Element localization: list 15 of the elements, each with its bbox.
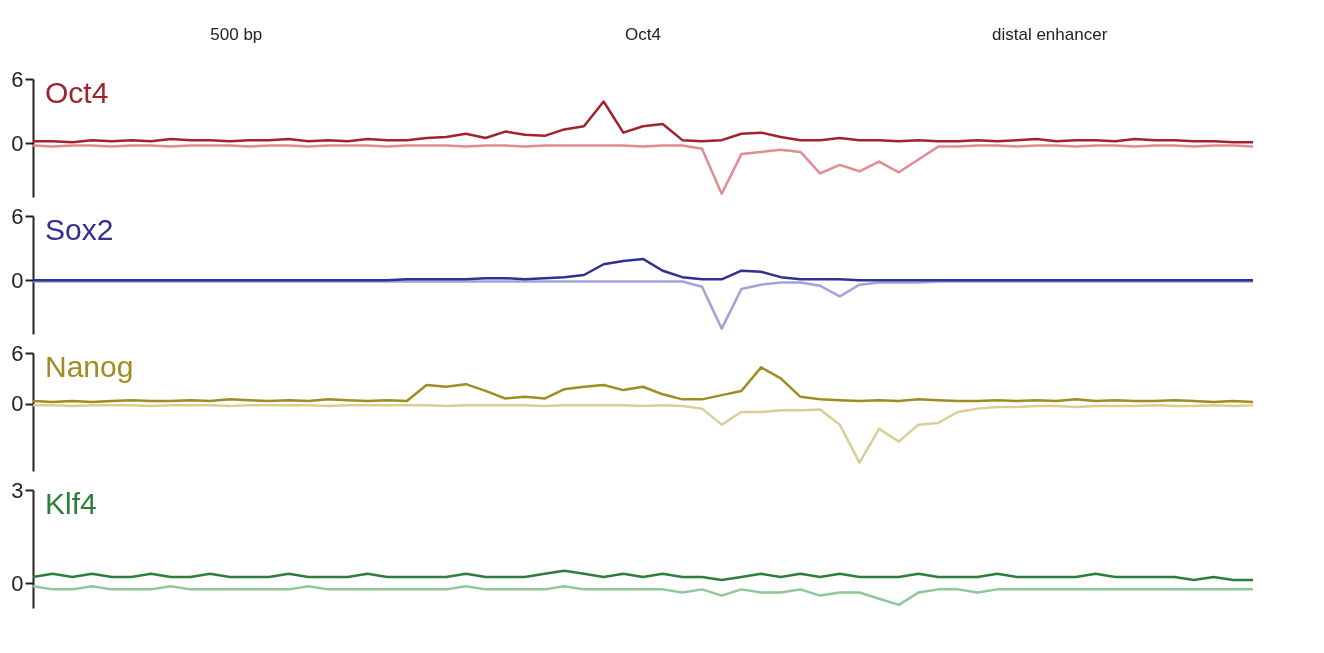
- text: Oct4: [625, 25, 661, 44]
- chart-title: Sox2: [45, 213, 114, 246]
- y-tick-label: 0: [11, 570, 24, 596]
- chart-title: Nanog: [45, 350, 134, 383]
- chart-title: Klf4: [45, 487, 97, 520]
- text: 500 bp: [210, 25, 263, 44]
- y-tick-label: 6: [11, 66, 24, 92]
- y-tick-label: 0: [11, 267, 24, 293]
- y-tick-label: 3: [11, 477, 24, 503]
- y-tick-label: 0: [11, 130, 24, 156]
- y-tick-label: 0: [11, 391, 24, 417]
- y-tick-label: 6: [11, 203, 24, 229]
- chart-title: Oct4: [45, 76, 109, 109]
- text: distal enhancer: [992, 25, 1108, 44]
- y-tick-label: 6: [11, 340, 24, 366]
